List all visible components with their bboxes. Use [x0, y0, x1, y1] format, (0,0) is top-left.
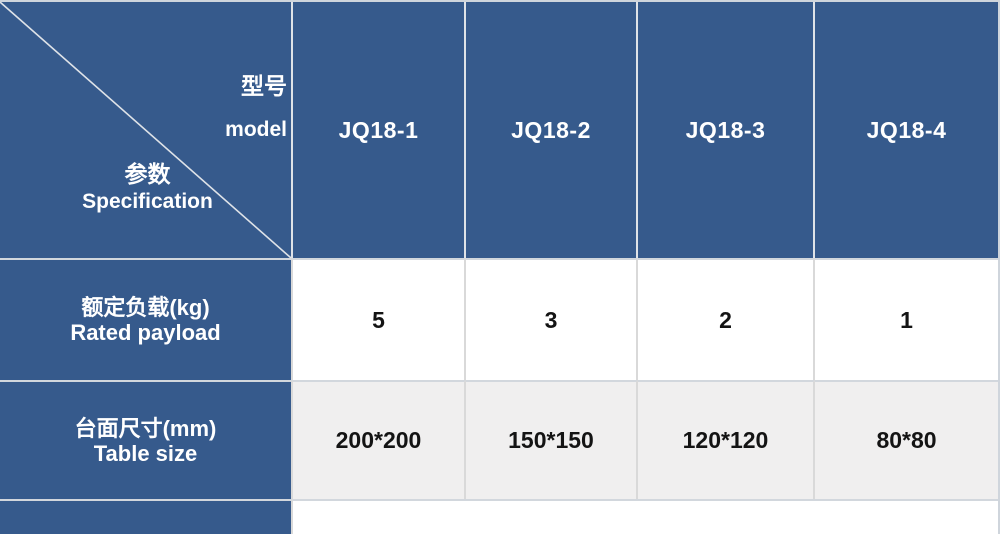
column-header-jq18-1: JQ18-1: [293, 2, 466, 258]
row-label-rated-payload: 额定负载(kg) Rated payload: [0, 258, 293, 380]
rated-payload-value-jq18-1: 5: [293, 258, 466, 380]
table-size-value-jq18-3: 120*120: [638, 380, 815, 499]
row-label-rated-payload-cn: 额定负载(kg): [81, 295, 210, 320]
rated-payload-value-jq18-2: 3: [466, 258, 638, 380]
rated-payload-value-jq18-4: 1: [815, 258, 998, 380]
table-size-value-jq18-2: 150*150: [466, 380, 638, 499]
column-header-jq18-4: JQ18-4: [815, 2, 998, 258]
row-label-table-size-en: Table size: [93, 440, 198, 466]
column-header-jq18-3: JQ18-3: [638, 2, 815, 258]
corner-specification-label-cn: 参数: [124, 161, 171, 187]
diagonal-divider-line: [0, 2, 291, 258]
corner-cell: 型号 model 参数 Specification: [0, 2, 293, 258]
corner-specification-labels: 参数 Specification: [82, 161, 213, 213]
row-label-table-size: 台面尺寸(mm) Table size: [0, 380, 293, 499]
row-label-table-size-cn: 台面尺寸(mm): [74, 415, 217, 441]
table-size-value-jq18-1: 200*200: [293, 380, 466, 499]
corner-model-label-cn: 型号: [241, 73, 287, 99]
corner-model-labels: 型号 model: [225, 73, 287, 141]
column-header-jq18-2: JQ18-2: [466, 2, 638, 258]
rated-payload-value-jq18-3: 2: [638, 258, 815, 380]
row-label-rated-payload-en: Rated payload: [70, 320, 221, 345]
table-size-value-jq18-4: 80*80: [815, 380, 998, 499]
partial-row-data: [293, 499, 998, 534]
corner-model-label-en: model: [225, 118, 287, 141]
partial-row-label: [0, 499, 293, 534]
corner-specification-label-en: Specification: [82, 190, 213, 213]
